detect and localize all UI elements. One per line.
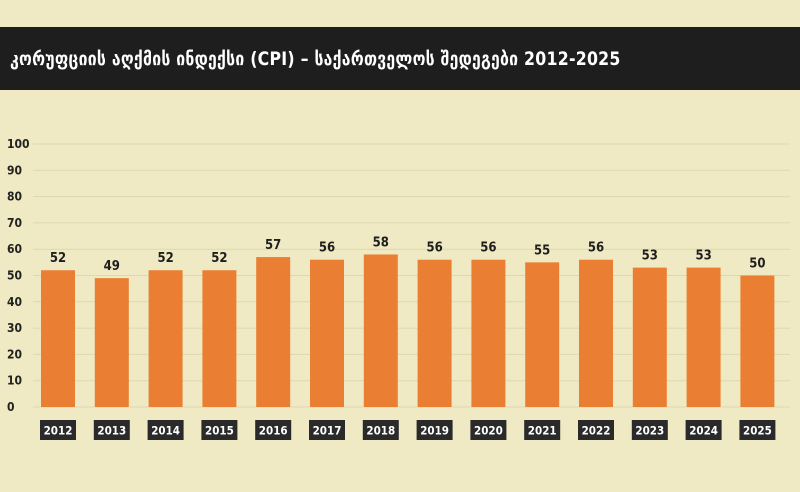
bar	[686, 267, 721, 407]
y-tick-label: 80	[7, 190, 22, 204]
x-tick-label: 2014	[151, 424, 180, 438]
data-label: 52	[211, 251, 227, 266]
x-tick-badge	[685, 420, 722, 440]
x-tick-badge	[309, 420, 345, 440]
bar	[256, 257, 291, 407]
bar	[148, 270, 183, 407]
x-tick-badge	[362, 420, 399, 440]
bar	[740, 275, 775, 407]
x-tick-label: 2018	[366, 424, 395, 438]
x-tick-label: 2020	[474, 424, 503, 438]
data-label: 56	[588, 241, 604, 256]
data-label: 52	[50, 251, 66, 266]
x-tick-badge	[40, 420, 76, 440]
x-tick-badge	[255, 420, 292, 440]
y-tick-label: 100	[7, 137, 30, 151]
x-tick-badge	[631, 420, 668, 440]
data-label: 57	[265, 238, 281, 253]
x-tick-label: 2015	[205, 424, 234, 438]
data-label: 56	[480, 241, 496, 256]
data-label: 50	[749, 257, 765, 272]
x-tick-badge	[147, 420, 184, 440]
x-tick-label: 2024	[689, 424, 718, 438]
x-tick-label: 2012	[44, 424, 73, 438]
x-tick-badge	[739, 420, 776, 440]
data-label: 56	[426, 241, 442, 256]
y-tick-label: 70	[7, 216, 22, 230]
x-tick-badge	[524, 420, 561, 440]
y-tick-label: 50	[7, 269, 22, 283]
x-tick-label: 2023	[635, 424, 664, 438]
x-tick-badge	[416, 420, 453, 440]
data-label: 49	[104, 259, 120, 274]
chart-title: კორუფციის აღქმის ინდექსი (CPI) – საქართვ…	[9, 47, 621, 70]
data-label: 56	[319, 241, 335, 256]
x-tick-badge	[93, 420, 130, 440]
data-label: 55	[534, 243, 550, 258]
x-axis-ticks: 2012 2013 2014 2015 2016 2017 2018 2019 2020 2021…	[40, 420, 776, 440]
y-tick-label: 0	[7, 400, 15, 414]
x-tick-label: 2017	[313, 424, 342, 438]
bar	[417, 259, 452, 407]
data-label: 53	[642, 249, 658, 264]
x-tick-label: 2021	[528, 424, 557, 438]
title-bar: კორუფციის აღქმის ინდექსი (CPI) – საქართვ…	[0, 27, 800, 90]
x-tick-badge	[201, 420, 238, 440]
x-tick-badge	[578, 420, 614, 440]
data-label: 53	[695, 249, 711, 264]
bars	[41, 254, 775, 407]
y-tick-label: 20	[7, 347, 22, 361]
x-tick-label: 2016	[259, 424, 288, 438]
y-tick-label: 90	[7, 163, 22, 177]
x-tick-label: 2019	[420, 424, 449, 438]
y-tick-label: 60	[7, 242, 22, 256]
y-axis-ticks: 0 10 20 30 40 50 60 70 80 90 100	[7, 137, 30, 414]
bar	[41, 270, 75, 407]
bar	[632, 267, 667, 407]
bar	[579, 259, 613, 407]
bar	[363, 254, 398, 407]
x-tick-label: 2013	[97, 424, 126, 438]
x-tick-badge	[470, 420, 507, 440]
x-tick-label: 2022	[582, 424, 611, 438]
bar	[471, 259, 506, 407]
data-label: 58	[373, 235, 389, 250]
bar	[310, 259, 344, 407]
grid-lines	[33, 143, 790, 408]
bar	[525, 262, 560, 407]
y-tick-label: 10	[7, 374, 22, 388]
bar	[94, 278, 129, 407]
data-labels: 52 49 52 52 57 56 58 56 56 55 56 53 53 50	[50, 235, 766, 274]
bar	[202, 270, 237, 407]
y-tick-label: 30	[7, 321, 22, 335]
y-tick-label: 40	[7, 295, 22, 309]
data-label: 52	[157, 251, 173, 266]
x-tick-label: 2025	[743, 424, 772, 438]
